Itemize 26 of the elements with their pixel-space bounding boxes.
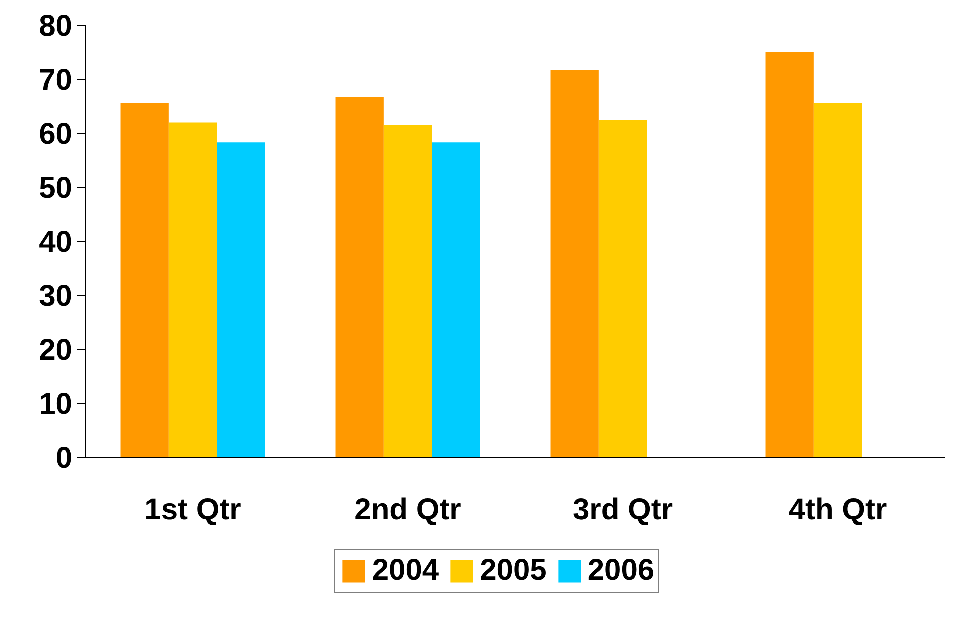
x-tick-label: 2nd Qtr <box>354 494 462 526</box>
bar <box>766 52 814 458</box>
x-tick-label: 1st Qtr <box>144 494 242 526</box>
bar <box>384 125 432 458</box>
legend-label: 2005 <box>480 554 547 588</box>
y-tick-label: 50 <box>39 172 73 205</box>
bar <box>168 122 218 458</box>
bar <box>120 103 169 458</box>
bar <box>432 142 480 458</box>
bar <box>217 142 266 458</box>
bar <box>598 120 648 458</box>
bar <box>814 103 862 458</box>
y-tick-label: 20 <box>39 334 73 367</box>
legend-label: 2004 <box>372 554 440 588</box>
bar <box>336 97 384 458</box>
y-tick-label: 0 <box>56 442 73 475</box>
y-tick-label: 60 <box>39 118 73 151</box>
x-tick-label: 4th Qtr <box>788 494 888 526</box>
y-tick-label: 40 <box>39 226 73 259</box>
legend-label: 2006 <box>588 554 655 588</box>
bar <box>550 70 599 458</box>
y-tick-label: 10 <box>39 388 73 421</box>
y-tick-label: 70 <box>39 64 73 97</box>
x-tick-label: 3rd Qtr <box>572 494 674 526</box>
y-tick-label: 80 <box>39 10 73 43</box>
y-tick-label: 30 <box>39 280 73 313</box>
